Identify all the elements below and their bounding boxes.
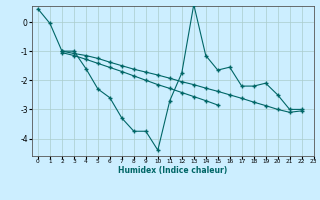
X-axis label: Humidex (Indice chaleur): Humidex (Indice chaleur) (118, 166, 228, 175)
